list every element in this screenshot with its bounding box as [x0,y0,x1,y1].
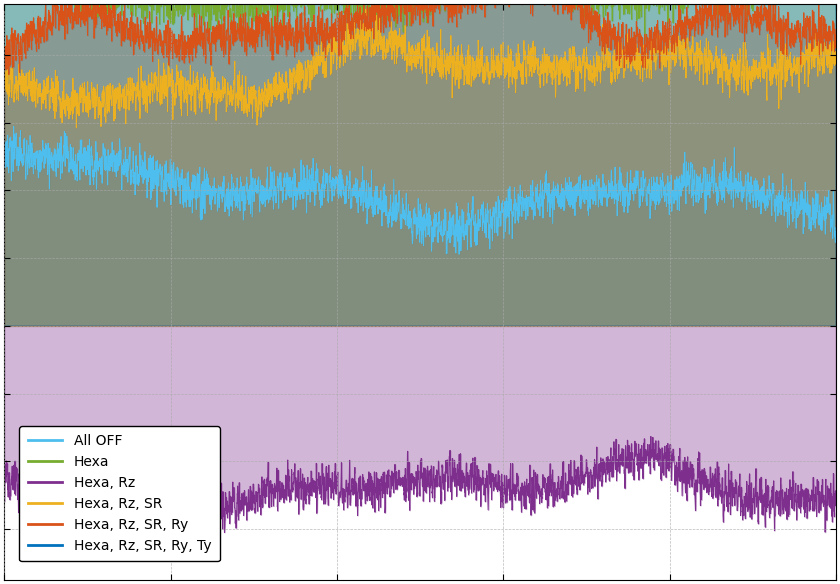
Hexa, Rz, SR, Ry [317,28,327,35]
Hexa, Rz [317,460,327,467]
Hexa, Rz, SR, Ry [620,48,630,55]
Hexa [640,37,650,44]
Hexa [620,2,630,9]
Line: Hexa, Rz, SR: Hexa, Rz, SR [4,7,836,128]
All OFF [540,173,550,180]
Line: Hexa: Hexa [4,0,836,40]
Hexa [150,0,160,1]
Hexa, Rz, SR, Ry [0,60,9,67]
All OFF [150,173,160,180]
Line: Hexa, Rz, SR, Ry: Hexa, Rz, SR, Ry [4,0,836,75]
Line: All OFF: All OFF [4,126,836,254]
Hexa, Rz, SR [683,51,693,58]
Hexa, Rz [683,474,693,481]
Line: Hexa, Rz: Hexa, Rz [4,436,836,541]
Hexa, Rz, SR [540,62,550,69]
All OFF [317,202,327,209]
Hexa, Rz, SR, Ry [831,32,840,39]
Hexa, Rz, SR [498,39,508,46]
All OFF [620,184,630,191]
Hexa, Rz [498,504,508,511]
All OFF [831,228,840,235]
All OFF [498,206,508,213]
Hexa, Rz [150,516,160,523]
All OFF [8,123,18,130]
Hexa, Rz, SR, Ry [150,42,160,49]
Hexa, Rz, SR [620,64,630,71]
Hexa, Rz, SR, Ry [683,21,693,28]
Hexa, Rz [620,483,630,490]
All OFF [683,176,693,183]
Hexa, Rz, SR [317,54,327,61]
Hexa, Rz [172,538,182,545]
All OFF [454,251,465,258]
Hexa, Rz, SR [71,124,81,131]
All OFF [0,164,9,171]
Legend: All OFF, Hexa, Hexa, Rz, Hexa, Rz, SR, Hexa, Rz, SR, Ry, Hexa, Rz, SR, Ry, Ty: All OFF, Hexa, Hexa, Rz, Hexa, Rz, SR, H… [19,426,219,561]
Hexa, Rz, SR [0,77,9,84]
Hexa, Rz [646,433,656,440]
Hexa, Rz, SR, Ry [4,71,14,78]
Hexa, Rz, SR [831,58,840,65]
Hexa, Rz [831,497,840,504]
Hexa, Rz, SR [150,70,160,77]
Hexa, Rz [0,493,9,500]
Hexa, Rz [540,489,550,496]
Hexa, Rz, SR [356,4,366,11]
